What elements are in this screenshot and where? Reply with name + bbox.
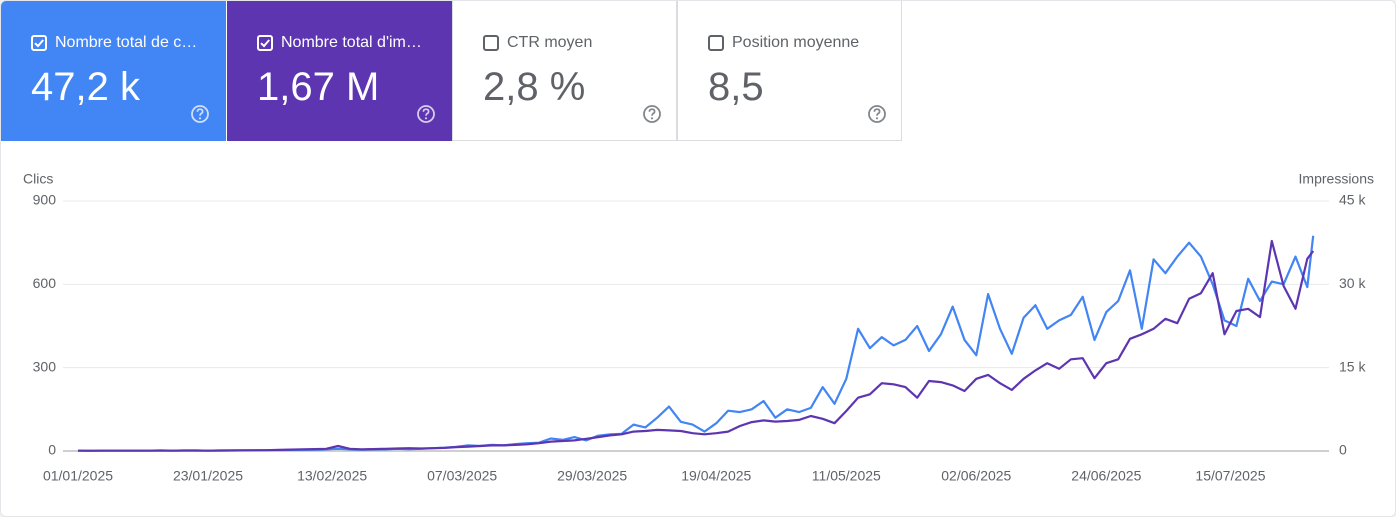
card-value: 1,67 M bbox=[257, 65, 380, 109]
chart: Clics Impressions 0 300 600 900 0 15 k 30 k 45 … bbox=[23, 171, 1374, 484]
y-axis-title: Clics bbox=[23, 171, 53, 187]
x-tick-label: 07/03/2025 bbox=[427, 468, 497, 484]
metric-card[interactable]: CTR moyen 2,8 % bbox=[452, 1, 677, 141]
x-tick-label: 29/03/2025 bbox=[557, 468, 627, 484]
help-icon[interactable] bbox=[416, 104, 436, 124]
series-line bbox=[77, 239, 1315, 452]
y2-tick-label: 0 bbox=[1339, 442, 1347, 458]
x-tick-label: 24/06/2025 bbox=[1071, 468, 1141, 484]
metric-card[interactable]: Position moyenne 8,5 bbox=[677, 1, 902, 141]
card-label: Nombre total de c… bbox=[55, 34, 198, 51]
checkbox[interactable] bbox=[31, 35, 47, 51]
x-tick-label: 23/01/2025 bbox=[173, 468, 243, 484]
help-icon[interactable] bbox=[190, 104, 210, 124]
y-tick-label: 600 bbox=[33, 275, 57, 291]
card-label: Nombre total d'im… bbox=[281, 34, 422, 51]
checkbox[interactable] bbox=[257, 35, 273, 51]
y-tick-label: 0 bbox=[48, 442, 56, 458]
card-value: 8,5 bbox=[708, 65, 764, 109]
x-tick-label: 13/02/2025 bbox=[297, 468, 367, 484]
metric-card[interactable]: Nombre total de c… 47,2 k bbox=[1, 1, 226, 141]
y2-tick-label: 45 k bbox=[1339, 192, 1366, 208]
y-tick-label: 300 bbox=[33, 358, 57, 374]
help-icon[interactable] bbox=[642, 104, 662, 124]
x-tick-label: 19/04/2025 bbox=[681, 468, 751, 484]
card-label: Position moyenne bbox=[732, 34, 860, 51]
y2-tick-label: 15 k bbox=[1339, 358, 1366, 374]
x-tick-label: 11/05/2025 bbox=[812, 468, 881, 484]
card-value: 2,8 % bbox=[483, 65, 586, 109]
help-icon[interactable] bbox=[867, 104, 887, 124]
x-tick-label: 01/01/2025 bbox=[43, 468, 113, 484]
x-tick-label: 15/07/2025 bbox=[1195, 468, 1265, 484]
card-value: 47,2 k bbox=[31, 65, 140, 109]
card-label: CTR moyen bbox=[507, 34, 593, 51]
checkbox[interactable] bbox=[708, 35, 724, 51]
y2-axis-title: Impressions bbox=[1299, 171, 1374, 187]
y2-tick-label: 30 k bbox=[1339, 275, 1366, 291]
y-tick-label: 900 bbox=[33, 192, 57, 208]
checkbox[interactable] bbox=[483, 35, 499, 51]
x-tick-label: 02/06/2025 bbox=[941, 468, 1011, 484]
metric-card[interactable]: Nombre total d'im… 1,67 M bbox=[227, 1, 452, 141]
